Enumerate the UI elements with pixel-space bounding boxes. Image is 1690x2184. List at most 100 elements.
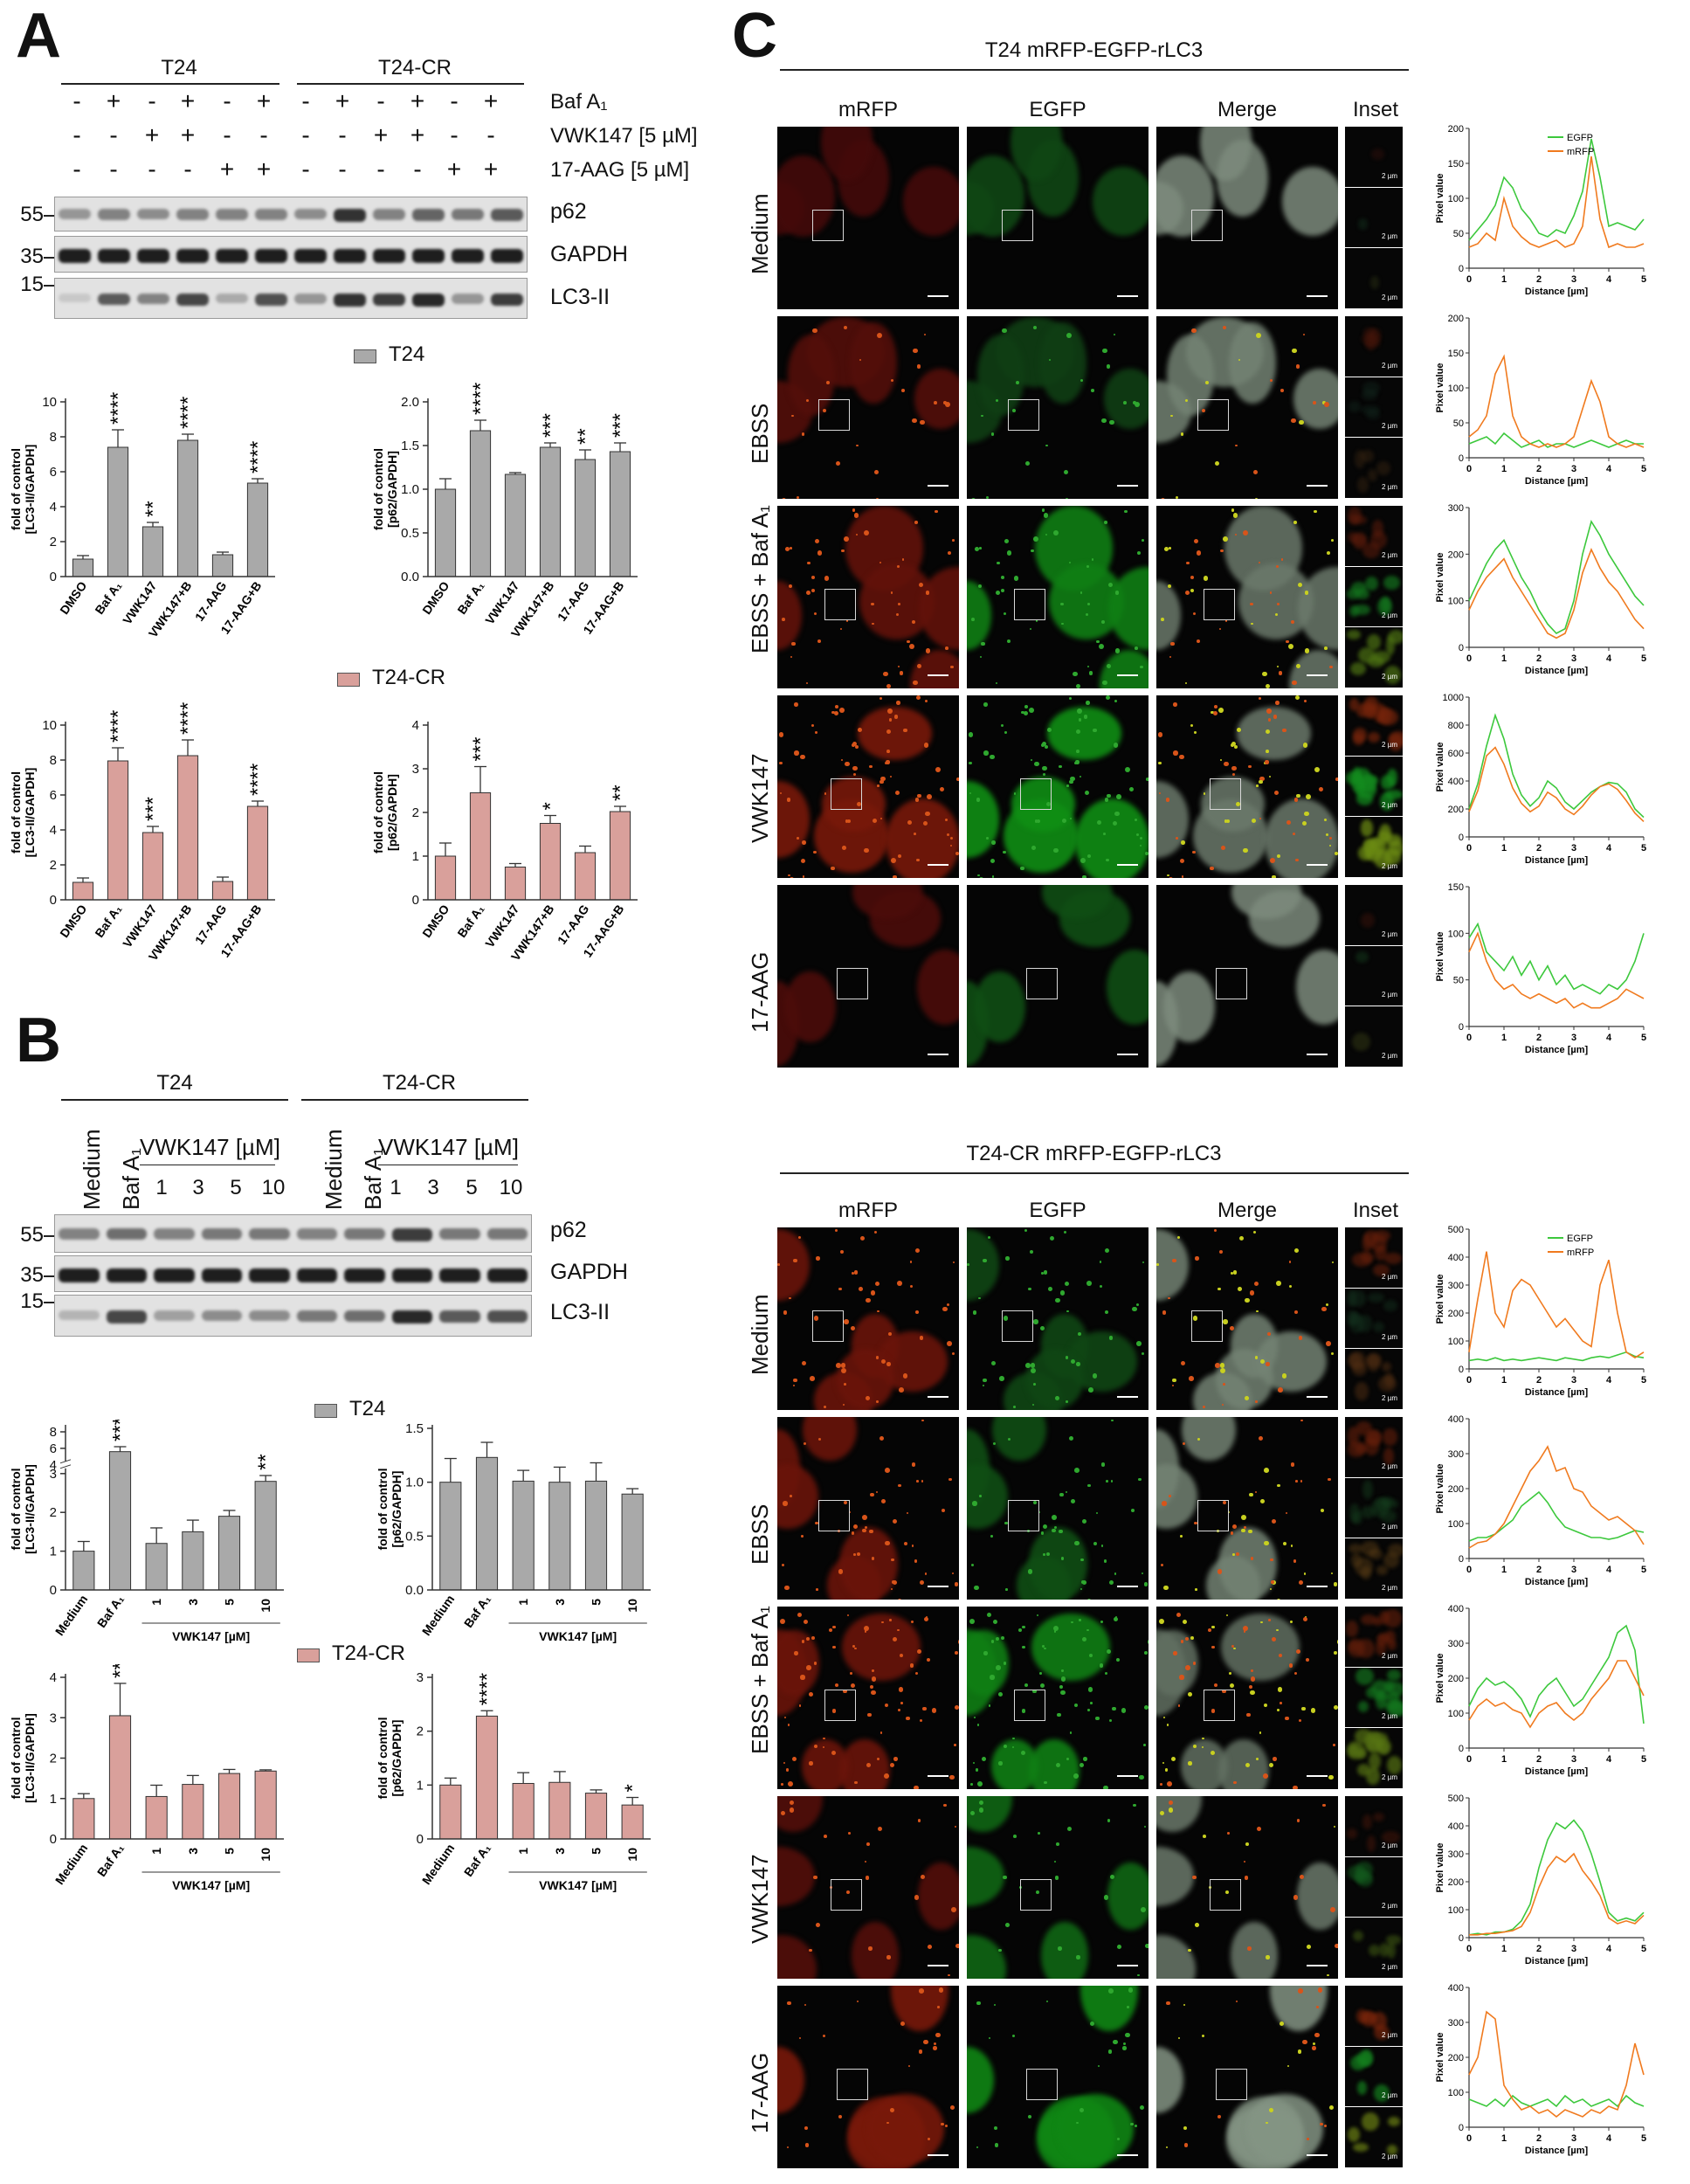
- puncta: [1004, 1521, 1008, 1525]
- puncta: [794, 1651, 798, 1655]
- bar: [439, 1784, 462, 1840]
- puncta: [1295, 1480, 1298, 1482]
- inset-puncta: [1385, 635, 1396, 655]
- puncta: [1100, 1261, 1102, 1263]
- micrograph-egfp: [967, 127, 1149, 309]
- puncta: [897, 854, 902, 859]
- puncta: [1258, 561, 1261, 564]
- blot-band: [176, 293, 209, 306]
- cell-nucleus: [967, 1630, 1010, 1696]
- y-axis-label: [LC3-II/GAPDH]: [23, 1713, 37, 1803]
- puncta: [801, 858, 806, 863]
- puncta: [1293, 1248, 1300, 1254]
- bar: [182, 1531, 204, 1591]
- blot-band: [439, 1310, 480, 1323]
- panelB-mw-15: 15: [0, 1289, 54, 1314]
- puncta: [1295, 695, 1300, 701]
- series-mrfp: [1468, 1660, 1645, 1729]
- puncta: [1331, 1261, 1335, 1263]
- inset-puncta: [1373, 2084, 1390, 2102]
- puncta: [1082, 874, 1086, 878]
- inset-column: 2 µm 2 µm 2 µm: [1345, 127, 1403, 309]
- puncta: [1141, 1352, 1145, 1356]
- puncta: [1104, 797, 1109, 802]
- puncta: [1234, 533, 1238, 536]
- puncta: [890, 858, 896, 864]
- puncta: [800, 1675, 805, 1680]
- puncta: [1245, 1712, 1251, 1717]
- puncta: [1031, 845, 1037, 850]
- y-tick-label: 1.5: [401, 439, 419, 453]
- y-tick-label: 500: [1448, 1225, 1464, 1235]
- inset-puncta: [1348, 532, 1358, 543]
- puncta: [902, 558, 905, 561]
- category-label: DMSO: [419, 902, 452, 940]
- puncta: [1202, 1737, 1204, 1740]
- roi-box: [812, 210, 844, 241]
- inset-puncta: [1355, 449, 1366, 469]
- puncta: [843, 1689, 847, 1694]
- series-mrfp: [1468, 1445, 1645, 1549]
- puncta: [857, 801, 862, 807]
- puncta: [1132, 1306, 1137, 1311]
- inset-mrfp: 2 µm: [1345, 506, 1403, 567]
- puncta: [864, 847, 869, 854]
- inset-puncta: [1366, 1738, 1383, 1753]
- puncta: [870, 1684, 874, 1690]
- puncta: [1226, 1614, 1229, 1616]
- puncta: [1299, 1718, 1302, 1723]
- y-tick-label: 0: [1459, 1365, 1464, 1375]
- puncta: [948, 1973, 951, 1977]
- puncta: [1296, 663, 1301, 668]
- puncta: [864, 1860, 867, 1863]
- y-tick-label: 150: [1448, 159, 1464, 169]
- puncta: [1169, 877, 1173, 878]
- puncta: [1162, 1762, 1165, 1765]
- bar: [475, 1456, 499, 1591]
- puncta: [1037, 1614, 1039, 1616]
- puncta: [797, 836, 800, 840]
- micrograph-egfp: [967, 1417, 1149, 1600]
- y-tick-label: 2: [50, 1505, 57, 1520]
- inset-puncta: [1347, 1828, 1357, 1839]
- x-axis-label: Distance [µm]: [1525, 287, 1589, 297]
- inset-column: 2 µm 2 µm 2 µm: [1345, 1986, 1403, 2168]
- roi-box: [1008, 1500, 1039, 1531]
- inset-scale-label: 2 µm: [1382, 232, 1397, 241]
- inset-egfp: 2 µm: [1345, 567, 1403, 628]
- puncta: [812, 850, 817, 854]
- blot-band: [249, 1268, 290, 1282]
- inset-merge: 2 µm: [1345, 248, 1403, 309]
- puncta: [1075, 750, 1080, 754]
- puncta: [1269, 378, 1273, 383]
- puncta: [838, 2115, 842, 2119]
- roi-box: [831, 778, 862, 810]
- puncta: [858, 728, 863, 733]
- condition-sign: -: [301, 87, 310, 114]
- lane-header-vwk147-cr: VWK147 [µM]: [378, 1134, 519, 1160]
- puncta: [806, 1637, 811, 1641]
- puncta: [842, 845, 847, 850]
- puncta: [891, 1558, 894, 1562]
- puncta: [1059, 1492, 1064, 1496]
- puncta: [1107, 1649, 1111, 1655]
- puncta: [1099, 1284, 1102, 1289]
- condition-sign: -: [259, 121, 268, 149]
- significance-stars: **: [609, 784, 632, 801]
- row-label: Medium: [747, 193, 773, 274]
- puncta: [1268, 1763, 1273, 1767]
- puncta: [921, 1480, 924, 1482]
- puncta: [1062, 819, 1067, 824]
- puncta: [1059, 1530, 1063, 1534]
- panel-letter-c: C: [732, 1, 777, 71]
- category-label: 17-AAG: [192, 578, 230, 623]
- puncta: [1069, 1731, 1073, 1735]
- inset-puncta: [1385, 1630, 1396, 1645]
- puncta: [880, 776, 886, 782]
- puncta: [870, 1289, 876, 1296]
- inset-scale-label: 2 µm: [1382, 612, 1397, 620]
- inset-scale-label: 2 µm: [1382, 1583, 1397, 1592]
- puncta: [1288, 643, 1293, 649]
- blot-band: [59, 1268, 100, 1282]
